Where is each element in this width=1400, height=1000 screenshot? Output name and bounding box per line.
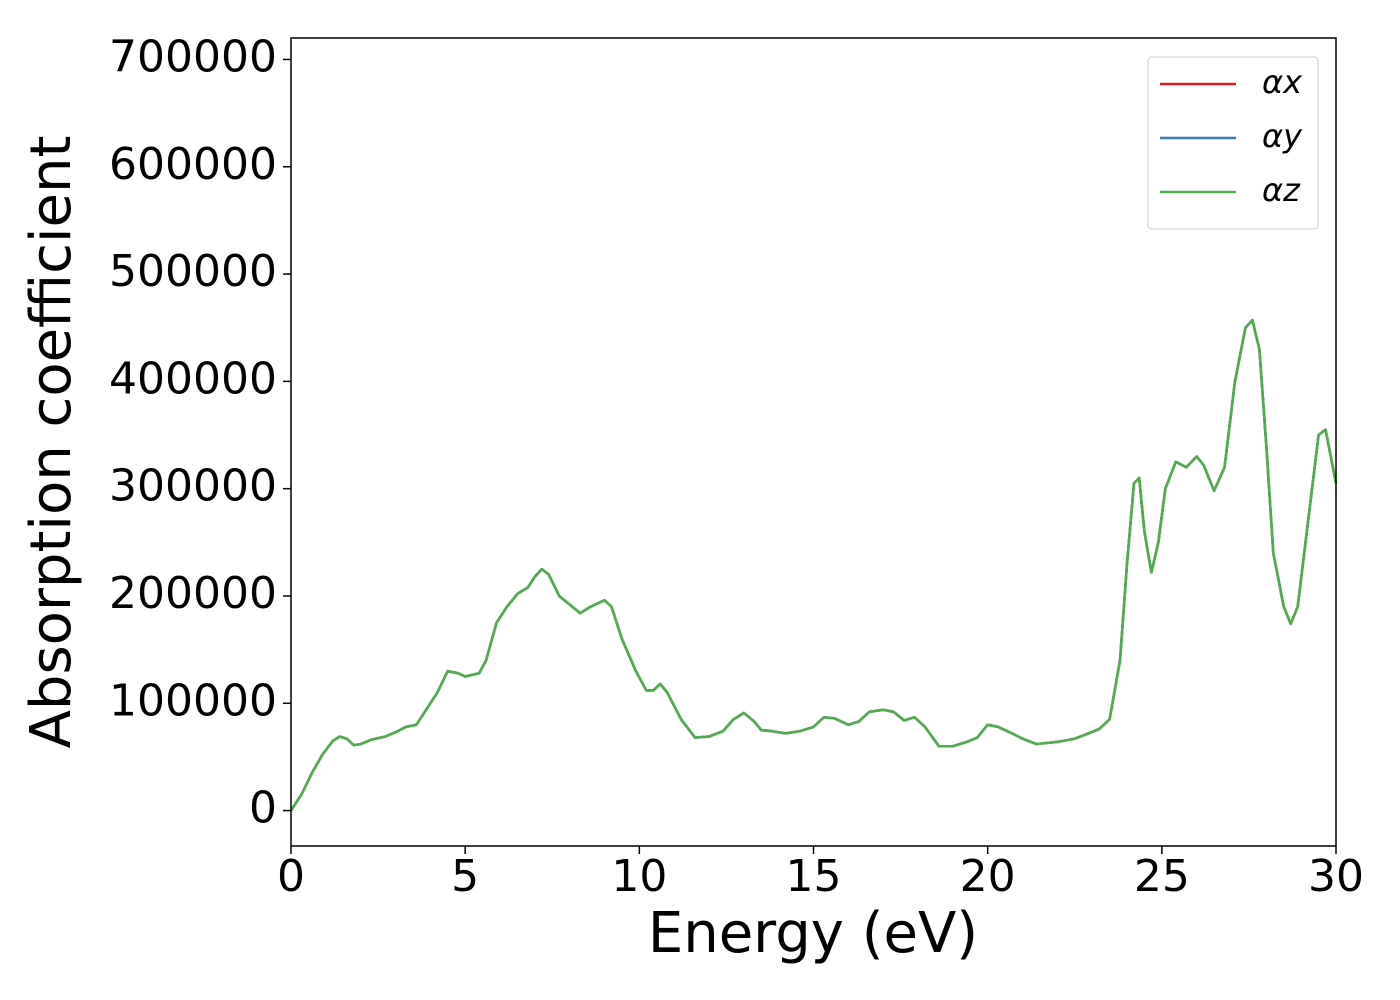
legend-box — [1147, 56, 1319, 230]
x-tick-label: 25 — [1134, 851, 1190, 902]
y-tick-label: 700000 — [109, 31, 277, 82]
y-tick-label: 400000 — [109, 353, 277, 404]
y-tick-label: 500000 — [109, 246, 277, 297]
y-tick-label: 600000 — [109, 139, 277, 190]
x-tick-label: 20 — [960, 851, 1016, 902]
y-tick-label: 0 — [249, 783, 277, 834]
x-tick-label: 5 — [451, 851, 479, 902]
y-axis-label: Absorption coefficient — [19, 136, 84, 749]
legend-label: αz — [1262, 171, 1301, 209]
plot-frame — [290, 37, 1337, 847]
y-tick-label: 100000 — [109, 675, 277, 726]
y-tick-label: 300000 — [109, 461, 277, 512]
legend-label: αx — [1262, 63, 1303, 101]
series-line — [289, 318, 1338, 812]
legend-label: αy — [1262, 117, 1303, 155]
y-tick-label: 200000 — [109, 568, 277, 619]
x-tick-label: 0 — [277, 851, 305, 902]
x-tick-label: 30 — [1308, 851, 1364, 902]
x-tick-label: 15 — [786, 851, 842, 902]
x-tick-label: 10 — [611, 851, 667, 902]
x-axis-label: Energy (eV) — [648, 901, 978, 966]
